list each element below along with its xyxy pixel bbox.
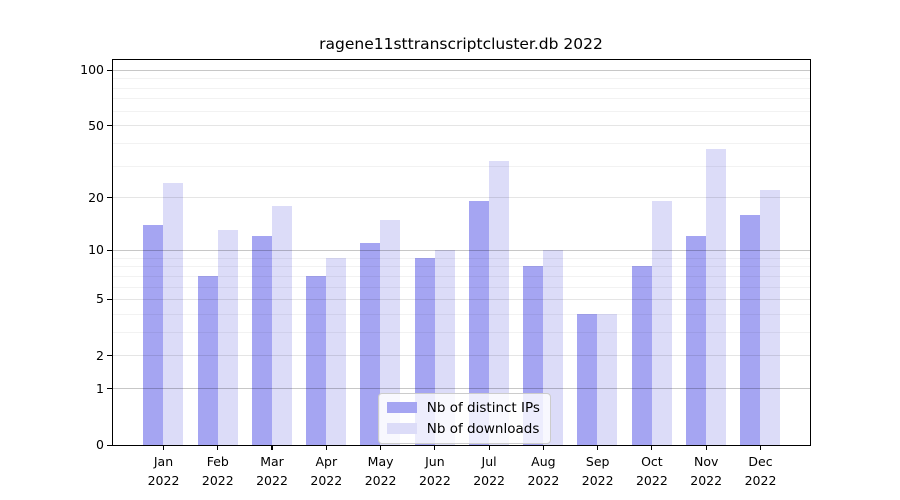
x-tick-label-nov: Nov 2022: [690, 454, 723, 488]
x-tick-mark-may: [380, 445, 382, 450]
x-tick-label-dec: Dec 2022: [744, 454, 777, 488]
chart-title: ragene11sttranscriptcluster.db 2022: [319, 35, 603, 53]
plot-area: Nb of distinct IPs Nb of downloads: [111, 58, 811, 446]
y-tick-label-20: 20: [88, 189, 104, 205]
legend-swatch-downloads: [386, 423, 417, 435]
y-tick-label-5: 5: [96, 291, 104, 307]
y-tick-label-1: 1: [96, 380, 104, 396]
gridline-30: [112, 165, 810, 167]
bar-downloads-mar: [271, 205, 292, 445]
bar-downloads-jul: [488, 160, 509, 445]
x-tick-label-sep: Sep 2022: [581, 454, 614, 488]
x-tick-mark-feb: [217, 445, 219, 450]
y-tick-label-10: 10: [88, 242, 104, 258]
x-tick-label-mar: Mar 2022: [256, 454, 288, 488]
gridline-70: [112, 98, 810, 100]
y-tick-label-0: 0: [96, 437, 104, 452]
x-tick-label-jun: Jun 2022: [418, 454, 451, 488]
x-tick-mark-oct: [651, 445, 653, 450]
x-tick-mark-dec: [759, 445, 762, 450]
gridline-80: [112, 87, 810, 89]
y-tick-mark-50: [107, 125, 113, 127]
y-tick-mark-20: [107, 197, 113, 199]
gridline-100: [112, 69, 810, 71]
legend-label-distinct-ips: Nb of distinct IPs: [426, 399, 540, 416]
bar-downloads-dec: [760, 190, 781, 445]
legend-item-distinct-ips: Nb of distinct IPs: [386, 399, 540, 417]
bar-ips-apr: [306, 275, 327, 445]
bar-downloads-oct: [651, 201, 672, 445]
x-tick-label-jul: Jul 2022: [473, 454, 505, 488]
legend-item-downloads: Nb of downloads: [386, 420, 540, 438]
y-tick-mark-1: [107, 388, 113, 390]
bar-ips-oct: [631, 266, 652, 445]
bar-ips-sep: [577, 314, 598, 445]
legend-label-downloads: Nb of downloads: [426, 420, 540, 437]
bar-ips-mar: [251, 236, 272, 445]
y-tick-mark-0: [107, 444, 113, 446]
x-tick-mark-jul: [488, 445, 490, 450]
bar-downloads-nov: [705, 149, 726, 445]
x-tick-label-aug: Aug 2022: [527, 454, 560, 488]
gridline-60: [112, 110, 810, 112]
x-tick-mark-jun: [434, 445, 436, 450]
y-tick-mark-2: [107, 355, 113, 357]
bar-ips-jul: [468, 201, 489, 445]
bar-ips-nov: [685, 236, 706, 445]
gridline-4: [112, 313, 810, 315]
gridline-10: [112, 249, 810, 251]
y-tick-label-50: 50: [88, 117, 104, 133]
x-tick-label-may: May 2022: [364, 454, 397, 488]
x-tick-label-jan: Jan 2022: [147, 454, 180, 488]
x-tick-label-apr: Apr 2022: [310, 454, 343, 488]
bar-downloads-apr: [326, 257, 347, 445]
bar-downloads-jan: [163, 183, 184, 445]
bar-downloads-feb: [217, 230, 238, 445]
bar-ips-may: [360, 242, 381, 445]
bar-ips-jan: [143, 224, 164, 445]
gridline-40: [112, 142, 810, 144]
gridline-8: [112, 266, 810, 268]
gridline-3: [112, 332, 810, 334]
y-tick-label-2: 2: [96, 347, 104, 363]
x-tick-label-oct: Oct 2022: [635, 454, 668, 488]
gridline-5: [112, 299, 810, 301]
gridline-9: [112, 257, 810, 259]
x-tick-mark-nov: [705, 445, 707, 450]
x-tick-mark-aug: [542, 445, 544, 450]
gridline-20: [112, 197, 810, 199]
gridline-6: [112, 286, 810, 288]
bar-downloads-may: [380, 219, 401, 445]
x-tick-mark-mar: [271, 445, 273, 450]
x-tick-label-feb: Feb 2022: [201, 454, 234, 488]
x-tick-mark-apr: [325, 445, 327, 450]
y-tick-mark-10: [107, 249, 113, 251]
bar-downloads-sep: [597, 314, 618, 445]
legend-swatch-distinct-ips: [386, 402, 417, 414]
y-tick-mark-5: [107, 298, 113, 301]
x-tick-mark-jan: [162, 445, 165, 450]
gridline-2: [112, 355, 810, 357]
x-tick-mark-sep: [597, 445, 599, 450]
gridline-7: [112, 275, 810, 277]
gridline-50: [112, 125, 810, 127]
legend: Nb of distinct IPs Nb of downloads: [377, 392, 551, 444]
gridline-90: [112, 78, 810, 80]
y-tick-label-100: 100: [80, 62, 104, 77]
y-tick-mark-100: [107, 69, 113, 71]
bar-ips-dec: [740, 214, 761, 445]
bar-ips-feb: [197, 275, 218, 445]
gridline-1: [112, 388, 810, 390]
